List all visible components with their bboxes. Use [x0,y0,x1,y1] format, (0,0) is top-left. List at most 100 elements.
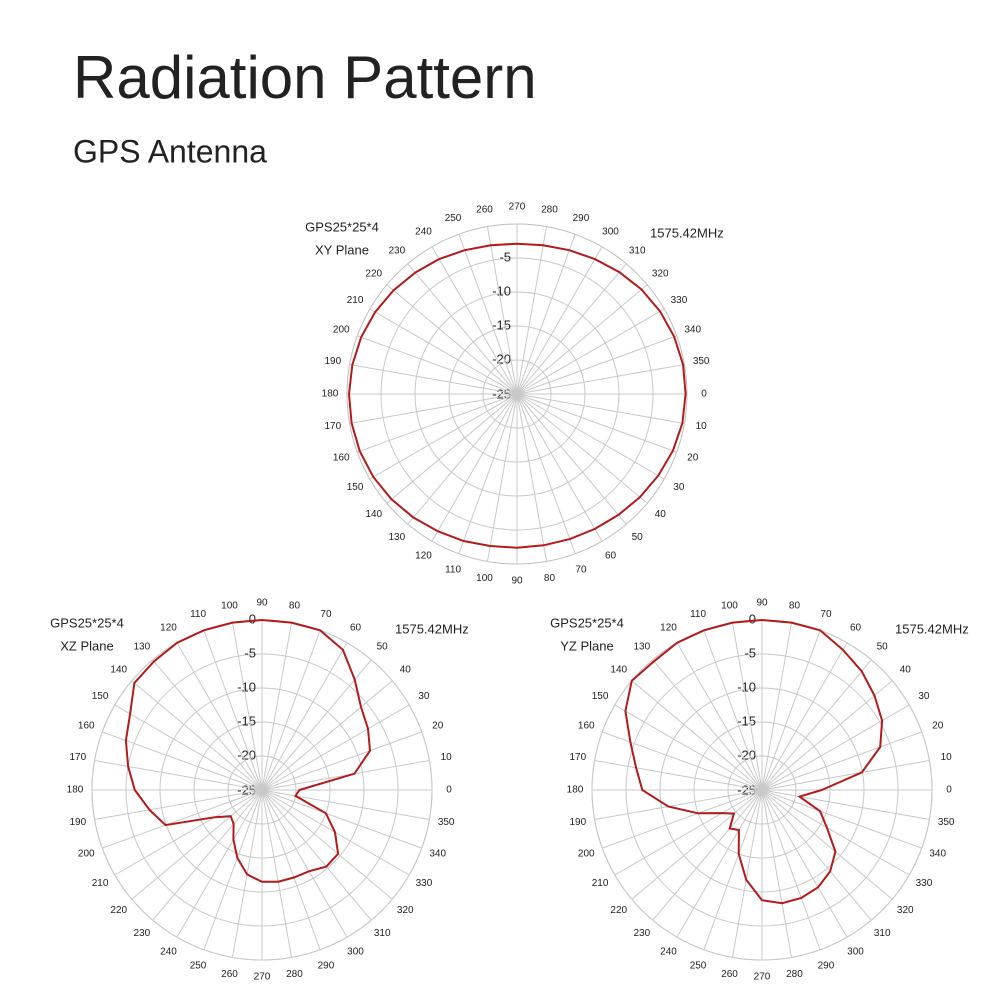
spoke [602,789,763,849]
r-tick-label: -5 [499,249,511,264]
spoke [386,284,518,395]
spoke [703,630,763,791]
angle-label: 60 [350,623,362,634]
angle-label: 90 [256,598,268,609]
angle-label: 270 [254,972,271,983]
angle-label: 250 [190,960,207,971]
pattern-line [347,242,687,549]
spoke [203,789,263,950]
angle-label: 70 [320,609,332,620]
spoke [676,642,763,791]
angle-label: 200 [78,849,95,860]
spoke [261,680,393,791]
angle-label: 300 [602,227,619,238]
spoke [152,789,263,921]
angle-label: 250 [690,960,707,971]
spoke [761,759,930,791]
angle-label: 20 [687,453,699,464]
angle-label: 120 [415,551,432,562]
spoke [431,246,518,395]
angle-label: 340 [929,849,946,860]
spoke [458,234,518,395]
angle-label: 150 [347,482,364,493]
spoke [261,789,372,921]
spoke [761,659,872,791]
spoke [516,393,677,453]
spoke [261,630,321,791]
spoke [261,704,410,791]
spoke [261,789,321,950]
spoke [761,789,872,921]
angle-label: 40 [655,509,667,520]
r-tick-label: -15 [237,713,256,728]
angle-label: 280 [286,969,303,980]
angle-label: 200 [578,849,595,860]
spoke [516,393,603,542]
angle-label: 90 [511,576,523,587]
angle-label: 80 [289,600,301,611]
angle-label: 70 [820,609,832,620]
angle-label: 110 [445,564,461,575]
spoke [261,789,293,958]
angle-label: 260 [221,969,238,980]
spoke [594,789,763,821]
spoke [369,393,518,480]
angle-label: 300 [347,947,364,958]
spoke [594,759,763,791]
spoke [631,789,763,900]
spoke [516,393,576,554]
angle-label: 110 [190,609,206,620]
spoke [386,393,518,504]
r-tick-label: -5 [244,645,256,660]
chart-subtitle: XZ Plane [60,638,113,653]
spoke [652,789,763,921]
spoke [349,363,518,395]
spoke [761,789,793,958]
spoke [516,363,685,395]
angle-label: 180 [322,389,339,400]
angle-label: 40 [900,664,912,675]
spoke [349,393,518,425]
spoke [516,335,677,395]
angle-label: 30 [673,482,685,493]
r-tick-label: -15 [492,317,511,332]
spoke [516,284,648,395]
angle-label: 300 [847,947,864,958]
spoke [761,789,910,876]
chart-title: GPS25*25*4 [50,615,124,630]
angle-label: 340 [684,325,701,336]
spoke [261,789,422,849]
angle-label: 320 [652,268,669,279]
angle-label: 30 [918,691,930,702]
spoke [761,630,821,791]
angle-label: 20 [432,721,444,732]
spoke [516,226,548,395]
chart-subtitle: XY Plane [315,242,369,257]
angle-label: 170 [324,421,341,432]
angle-label: 220 [610,905,627,916]
angle-label: 350 [938,817,955,828]
angle-label: 50 [377,641,389,652]
angle-label: 40 [400,664,412,675]
spoke [516,308,665,395]
spoke [152,659,263,791]
page-title: Radiation Pattern [73,44,537,111]
spoke [761,731,922,791]
page-subtitle: GPS Antenna [73,133,267,169]
r-tick-label: -20 [737,747,756,762]
angle-label: 90 [756,598,768,609]
spoke [761,680,893,791]
spoke [261,789,393,900]
frequency-label: 1575.42MHz [895,621,969,636]
angle-label: 230 [133,928,150,939]
frequency-label: 1575.42MHz [395,621,469,636]
spoke [261,789,430,821]
angle-label: 350 [693,356,710,367]
spoke [102,789,263,849]
spoke [261,622,293,791]
spoke [602,731,763,791]
r-tick-label: 0 [249,611,256,626]
spoke [94,789,263,821]
angle-label: 290 [818,960,835,971]
angle-label: 130 [388,532,405,543]
